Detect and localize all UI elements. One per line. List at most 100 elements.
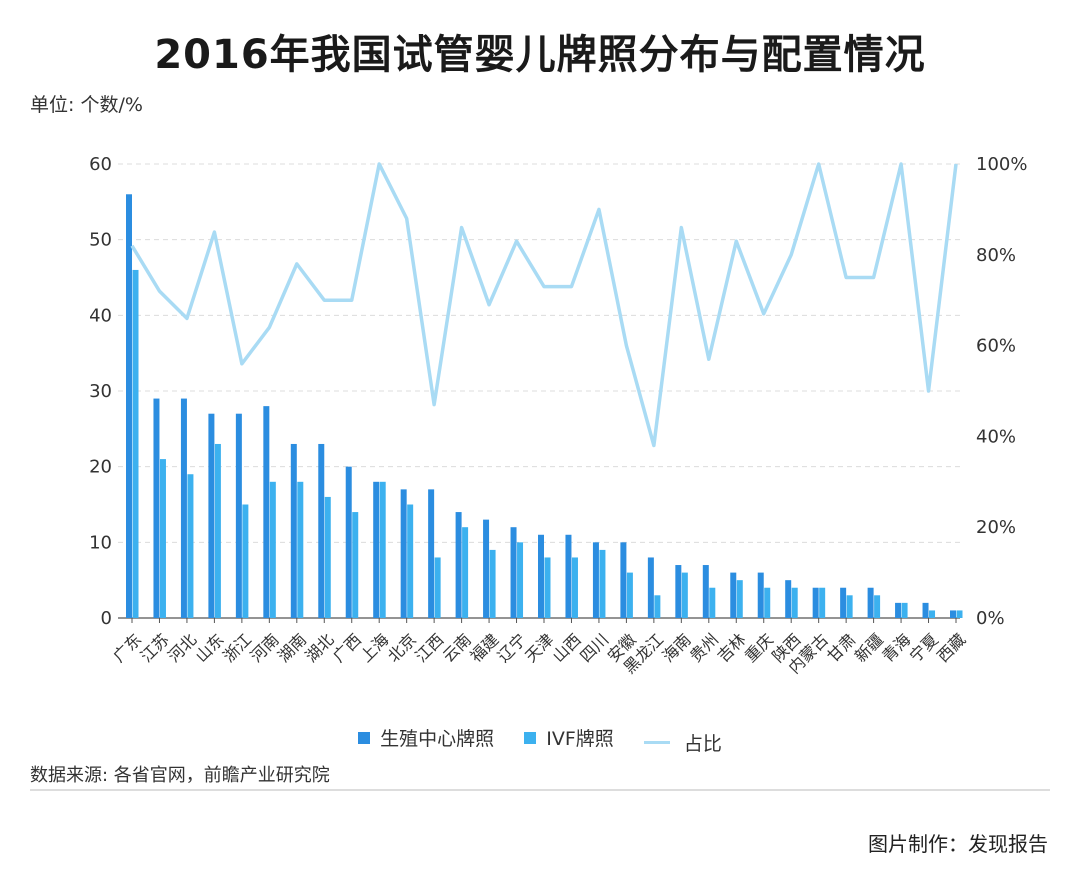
y-left-tick-label: 10 bbox=[89, 532, 112, 553]
x-category-label: 浙江 bbox=[219, 630, 255, 666]
divider bbox=[30, 789, 1050, 791]
bar-ivf bbox=[681, 572, 688, 618]
bar-center bbox=[812, 587, 819, 618]
bar-ivf bbox=[571, 557, 578, 618]
bar-center bbox=[510, 527, 517, 618]
bar-center bbox=[675, 565, 682, 618]
bar-ivf bbox=[297, 481, 304, 618]
bar-center bbox=[153, 398, 160, 618]
y-right-tick-label: 20% bbox=[976, 517, 1016, 538]
x-category-label: 江西 bbox=[411, 630, 447, 666]
bar-center bbox=[180, 398, 187, 618]
bar-center bbox=[373, 481, 380, 618]
x-category-label: 西藏 bbox=[933, 630, 969, 666]
x-category-label: 四川 bbox=[576, 630, 612, 666]
x-category-label: 新疆 bbox=[851, 630, 887, 666]
bar-ivf bbox=[434, 557, 441, 618]
bar-ivf bbox=[764, 587, 771, 618]
bar-ivf bbox=[132, 269, 139, 618]
chart: 0 10 20 30 40 50 60 0% 20% 40% 60% 80% 100% 广东江苏河北山东… bbox=[89, 154, 1027, 677]
page-title: 2016年我国试管婴儿牌照分布与配置情况 bbox=[154, 32, 926, 78]
x-category-label: 北京 bbox=[384, 630, 420, 666]
bar-center bbox=[647, 557, 654, 618]
bar-center bbox=[318, 443, 325, 618]
y-left-tick-label: 0 bbox=[101, 608, 112, 629]
bar-ivf bbox=[654, 595, 661, 618]
bar-ivf bbox=[846, 595, 853, 618]
x-category-label: 海南 bbox=[659, 630, 695, 666]
bar-ivf bbox=[626, 572, 633, 618]
bar-ivf bbox=[242, 504, 249, 618]
bar-center bbox=[702, 565, 709, 618]
bar-ivf bbox=[489, 549, 496, 618]
bar-ivf bbox=[736, 580, 743, 618]
bar-ivf bbox=[956, 610, 963, 618]
bar-center bbox=[840, 587, 847, 618]
bar-center bbox=[428, 489, 435, 618]
bar-center bbox=[208, 413, 215, 618]
legend: 生殖中心牌照 IVF牌照 占比 bbox=[0, 724, 1080, 756]
bar-center bbox=[592, 542, 599, 618]
bar-center bbox=[950, 610, 956, 618]
legend-label-ivf: IVF牌照 bbox=[546, 728, 614, 750]
x-category-label: 甘肃 bbox=[823, 630, 859, 666]
y-left-tick-label: 50 bbox=[89, 230, 112, 251]
bar-ivf bbox=[599, 549, 606, 618]
ratio-series-line bbox=[130, 162, 958, 448]
y-left-tick-label: 60 bbox=[89, 154, 112, 175]
x-category-label: 贵州 bbox=[686, 630, 722, 666]
bar-center bbox=[785, 580, 792, 618]
y-right-tick-label: 0% bbox=[976, 608, 1005, 629]
bar-ivf bbox=[874, 595, 881, 618]
bar-ivf bbox=[159, 459, 166, 618]
bar-center bbox=[126, 194, 132, 618]
x-category-label: 广东 bbox=[109, 630, 145, 666]
y-left-tick-label: 40 bbox=[89, 305, 112, 326]
bar-ivf bbox=[379, 481, 386, 618]
legend-label-ratio: 占比 bbox=[683, 732, 722, 755]
bar-ivf bbox=[187, 474, 194, 618]
bar-center bbox=[538, 534, 544, 618]
x-category-label: 福建 bbox=[466, 630, 502, 666]
x-category-label: 广西 bbox=[329, 630, 365, 666]
bar-ivf bbox=[709, 587, 716, 618]
bar-center bbox=[235, 413, 242, 618]
bar-center bbox=[400, 489, 407, 618]
x-category-label: 天津 bbox=[521, 630, 557, 666]
unit-label: 单位: 个数/% bbox=[30, 94, 143, 116]
bar-ivf bbox=[819, 587, 826, 618]
bar-ivf bbox=[544, 557, 551, 618]
y-right-tick-label: 40% bbox=[976, 426, 1016, 447]
legend-item-ratio: 占比 bbox=[643, 729, 722, 756]
bar-center bbox=[757, 572, 764, 618]
bar-ivf bbox=[352, 512, 359, 618]
y-left-tick-label: 30 bbox=[89, 381, 112, 402]
image-credit: 图片制作：发现报告 bbox=[868, 832, 1048, 856]
bar-center bbox=[565, 534, 572, 618]
legend-swatch-center bbox=[358, 731, 371, 744]
axes: 0 10 20 30 40 50 60 0% 20% 40% 60% 80% 100% bbox=[89, 154, 1027, 629]
data-source: 数据来源: 各省官网，前瞻产业研究院 bbox=[30, 765, 330, 786]
bar-ivf bbox=[901, 602, 908, 618]
legend-item-ivf: IVF牌照 bbox=[524, 724, 614, 751]
bar-ivf bbox=[407, 504, 414, 618]
x-category-label: 湖南 bbox=[274, 630, 310, 666]
y-right-tick-label: 100% bbox=[976, 154, 1027, 175]
x-category-label: 河南 bbox=[247, 630, 283, 666]
category-labels: 广东江苏河北山东浙江河南湖南湖北广西上海北京江西云南福建辽宁天津山西四川安徽黑龙… bbox=[109, 630, 969, 677]
bar-center bbox=[895, 602, 902, 618]
legend-item-center: 生殖中心牌照 bbox=[358, 724, 494, 751]
bar-center bbox=[483, 519, 490, 618]
x-category-label: 重庆 bbox=[741, 630, 777, 666]
bar-ivf bbox=[214, 443, 221, 618]
x-category-label: 山西 bbox=[549, 630, 585, 666]
y-right-tick-label: 80% bbox=[976, 245, 1016, 266]
bars bbox=[126, 194, 963, 618]
bar-center bbox=[345, 466, 352, 618]
bar-ivf bbox=[929, 610, 936, 618]
x-category-label: 辽宁 bbox=[494, 630, 530, 666]
x-category-label: 青海 bbox=[878, 630, 914, 666]
bar-center bbox=[263, 406, 270, 618]
bar-ivf bbox=[517, 542, 524, 618]
bar-ivf bbox=[324, 496, 331, 618]
